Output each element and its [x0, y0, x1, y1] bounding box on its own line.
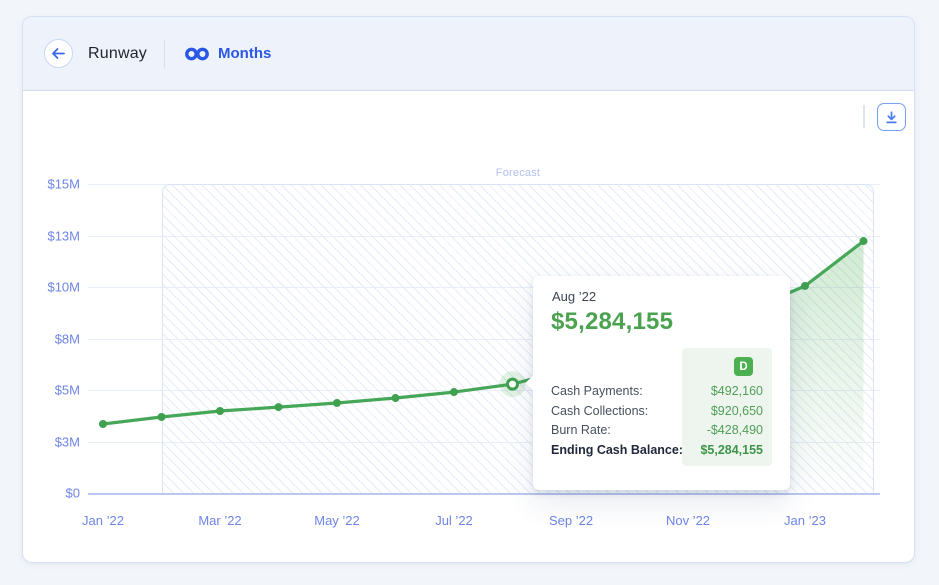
tooltip-row-value: $492,160	[711, 384, 772, 398]
tooltip-row-label: Cash Payments:	[551, 384, 643, 398]
tooltip-row-value: -$428,490	[707, 423, 772, 437]
tooltip-row-label: Ending Cash Balance:	[551, 443, 683, 457]
data-point[interactable]	[392, 394, 400, 402]
tooltip-row: Cash Collections: $920,650	[551, 401, 772, 421]
hovered-data-point[interactable]	[508, 379, 518, 389]
tooltip-row-value: $5,284,155	[700, 443, 772, 457]
tooltip-row-value: $920,650	[711, 404, 772, 418]
data-point[interactable]	[158, 413, 166, 421]
tooltip-row: Cash Payments: $492,160	[551, 381, 772, 401]
data-point[interactable]	[860, 237, 868, 245]
scenario-badge: D	[734, 357, 753, 376]
tooltip-rows: Cash Payments: $492,160 Cash Collections…	[551, 381, 772, 460]
data-point[interactable]	[99, 420, 107, 428]
data-point[interactable]	[275, 403, 283, 411]
data-point[interactable]	[450, 388, 458, 396]
tooltip-row-label: Cash Collections:	[551, 404, 648, 418]
tooltip-row: Ending Cash Balance: $5,284,155	[551, 440, 772, 460]
data-point[interactable]	[801, 282, 809, 290]
data-point[interactable]	[333, 399, 341, 407]
tooltip-amount: $5,284,155	[551, 308, 673, 336]
chart-tooltip: Aug ’22 $5,284,155 D Cash Payments: $492…	[533, 276, 790, 490]
tooltip-row-label: Burn Rate:	[551, 423, 611, 437]
tooltip-month: Aug ’22	[552, 289, 596, 304]
series-layer	[0, 0, 939, 585]
data-point[interactable]	[216, 407, 224, 415]
tooltip-row: Burn Rate: -$428,490	[551, 420, 772, 440]
